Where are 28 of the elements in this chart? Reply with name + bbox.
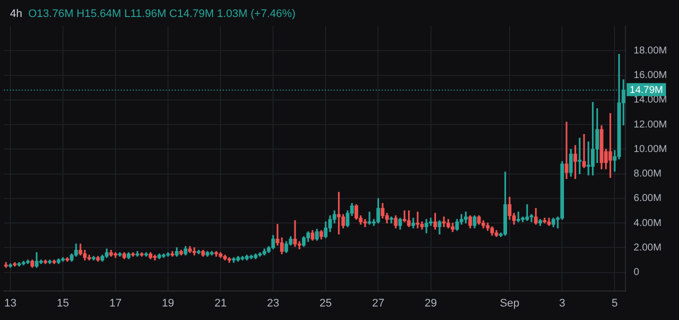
y-tick-label: 10.00M: [634, 144, 668, 155]
x-tick-label: 5: [612, 297, 618, 310]
y-tick-label: 2.00M: [634, 242, 662, 254]
candlestick: [564, 122, 568, 180]
y-tick-label: 6.00M: [634, 193, 662, 204]
x-tick-label: 25: [320, 297, 332, 310]
x-tick-label: 15: [56, 297, 70, 310]
y-tick-label: 12.00M: [634, 119, 668, 130]
x-tick-label: 17: [109, 297, 122, 310]
y-tick-label: 4.00M: [634, 218, 662, 229]
text: O13.76M H15.64M L11.96M C14.79M 1.03M (+7.46%): [28, 8, 296, 20]
x-tick-label: 23: [267, 297, 280, 310]
candlestick: [293, 220, 297, 247]
x-tick-label: 19: [162, 297, 174, 310]
chart-title: 4h: [10, 8, 22, 20]
x-tick-label: 29: [424, 297, 437, 310]
ref-line-label: 14.79M: [630, 84, 664, 96]
x-tick-label: Sep: [500, 297, 520, 310]
x-tick-label: 13: [4, 297, 17, 310]
y-tick-label: 8.00M: [634, 168, 662, 180]
candlestick: [582, 134, 586, 168]
x-tick-label: 27: [372, 297, 384, 310]
x-tick-label: 3: [559, 297, 566, 310]
y-tick-label: 0: [634, 267, 640, 278]
y-tick-label: 18.00M: [634, 45, 668, 56]
candlestick: [368, 212, 372, 225]
x-tick-label: 21: [214, 297, 227, 310]
y-tick-label: 16.00M: [634, 70, 668, 82]
